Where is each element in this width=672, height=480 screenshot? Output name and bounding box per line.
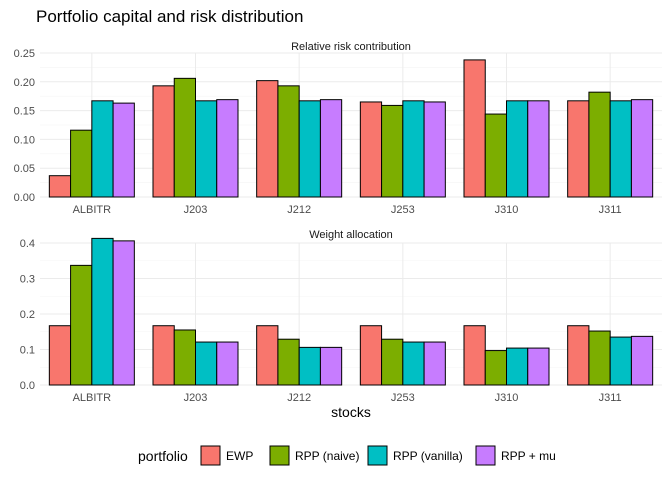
y-tick-label: 0.2 bbox=[20, 309, 35, 321]
bar bbox=[527, 347, 550, 386]
y-tick-label: 0.3 bbox=[20, 274, 35, 286]
bar bbox=[195, 100, 218, 198]
y-tick-label: 0.25 bbox=[14, 48, 35, 60]
x-tick-label: J212 bbox=[287, 204, 311, 216]
y-tick-label: 0.15 bbox=[14, 106, 35, 118]
x-tick-label: ALBITR bbox=[73, 204, 112, 216]
legend-label: EWP bbox=[226, 449, 253, 463]
bar bbox=[423, 101, 446, 198]
bar bbox=[91, 237, 114, 386]
bar bbox=[381, 338, 404, 386]
bar bbox=[112, 240, 135, 386]
legend-label: RPP (vanilla) bbox=[393, 449, 463, 463]
facet-label: Relative risk contribution bbox=[291, 41, 411, 53]
bar bbox=[319, 346, 343, 386]
legend: portfolio EWP RPP (naive) RPP (vanilla) RPP… bbox=[138, 445, 556, 466]
bar bbox=[298, 346, 321, 386]
bar bbox=[567, 100, 590, 198]
bar bbox=[216, 341, 239, 386]
x-tick-label: J253 bbox=[391, 392, 415, 404]
bar bbox=[319, 99, 343, 198]
bar bbox=[402, 341, 425, 386]
bar bbox=[484, 113, 507, 198]
x-tick-label: J253 bbox=[391, 204, 415, 216]
x-tick-label: ALBITR bbox=[73, 392, 112, 404]
x-tick-label: J203 bbox=[184, 392, 208, 404]
bar bbox=[609, 336, 632, 386]
bar bbox=[463, 325, 486, 386]
bar bbox=[70, 264, 93, 386]
bar bbox=[298, 100, 321, 198]
bar bbox=[506, 100, 529, 198]
bar bbox=[506, 347, 529, 386]
bar bbox=[381, 104, 404, 198]
legend-label: RPP + mu bbox=[501, 449, 556, 463]
bar bbox=[567, 325, 590, 386]
y-tick-label: 0.10 bbox=[14, 134, 35, 146]
x-tick-label: J311 bbox=[599, 204, 622, 216]
bar bbox=[630, 335, 654, 386]
bar bbox=[256, 325, 279, 386]
bar bbox=[256, 80, 279, 198]
y-tick-label: 0.00 bbox=[14, 192, 35, 204]
x-tick-label: J212 bbox=[287, 392, 311, 404]
bar bbox=[359, 101, 383, 198]
bar bbox=[48, 325, 72, 386]
bar bbox=[609, 100, 632, 198]
legend-key bbox=[200, 445, 221, 466]
chart-title: Portfolio capital and risk distribution bbox=[36, 7, 303, 26]
bar bbox=[216, 99, 239, 198]
x-tick-label: J310 bbox=[495, 392, 519, 404]
bar bbox=[277, 85, 300, 198]
x-tick-label: J310 bbox=[495, 204, 519, 216]
legend-key bbox=[475, 445, 496, 466]
y-tick-label: 0.05 bbox=[14, 163, 35, 175]
bar bbox=[70, 129, 93, 198]
bar bbox=[48, 175, 72, 198]
bar bbox=[152, 325, 175, 386]
bar bbox=[588, 330, 611, 386]
x-tick-label: J311 bbox=[599, 392, 622, 404]
bar bbox=[484, 350, 507, 386]
bar bbox=[173, 77, 197, 198]
bar bbox=[173, 329, 197, 386]
bar bbox=[588, 91, 611, 198]
legend-title: portfolio bbox=[138, 448, 188, 464]
bar bbox=[112, 102, 135, 198]
bar bbox=[402, 100, 425, 198]
bar bbox=[527, 100, 550, 198]
y-tick-label: 0.20 bbox=[14, 77, 35, 89]
bar bbox=[423, 341, 446, 386]
facet-label: Weight allocation bbox=[309, 229, 393, 241]
bar bbox=[152, 85, 175, 198]
panel-2: Weight allocation 0.0 0.1 0.2 0.3 0.4 ALBITR J2… bbox=[20, 229, 662, 404]
x-axis-title: stocks bbox=[331, 404, 371, 420]
legend-label: RPP (naive) bbox=[295, 449, 359, 463]
bar bbox=[195, 341, 218, 386]
chart-panels: Relative risk contribution 0.00 0.05 0.10 0.… bbox=[14, 41, 662, 404]
legend-key bbox=[367, 445, 388, 466]
bar bbox=[359, 325, 383, 386]
y-tick-label: 0.0 bbox=[20, 380, 35, 392]
legend-key bbox=[269, 445, 290, 466]
y-tick-label: 0.4 bbox=[20, 238, 35, 250]
y-tick-label: 0.1 bbox=[20, 345, 35, 357]
bar bbox=[91, 100, 114, 198]
panel-1: Relative risk contribution 0.00 0.05 0.10 0.… bbox=[14, 41, 662, 216]
bar bbox=[277, 338, 300, 386]
bar bbox=[630, 99, 654, 198]
bar bbox=[463, 59, 486, 198]
x-tick-label: J203 bbox=[184, 204, 208, 216]
